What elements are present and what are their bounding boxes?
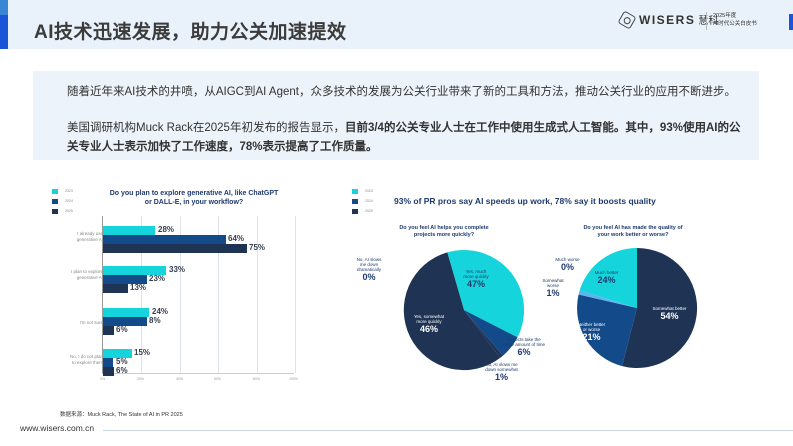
bar-value: 24% — [152, 307, 169, 316]
bar-chart-generative-ai: 2023 2024 2025 Do you plan to explore ge… — [44, 182, 306, 404]
logo-hex-icon — [617, 9, 637, 30]
legend-2025: 2025 — [65, 209, 73, 213]
category-label: I already use generative AI — [76, 231, 103, 242]
bar-2024 — [103, 358, 113, 367]
chart-title-line: Do you plan to explore generative AI, li… — [109, 190, 279, 197]
bar-2023 — [103, 226, 155, 235]
pie1-label-much-quicker: Yes, much more quickly 47% — [463, 269, 489, 289]
category-label: No, I do not plan to explore them — [69, 354, 103, 365]
pie2-label-much-better: Much better 24% — [594, 270, 619, 285]
bar-value: 33% — [169, 265, 186, 274]
bar-2023 — [103, 266, 166, 275]
pie2-label-somewhat-better: Somewhat better 54% — [652, 306, 687, 321]
bar-value: 64% — [228, 234, 245, 243]
header-accent-bar — [0, 15, 8, 49]
wisers-logo: WISERS 慧科 — [617, 9, 719, 30]
bar-value: 75% — [249, 243, 266, 252]
brand-name-cn: 慧科 — [698, 16, 719, 27]
intro-paragraph-1: 随着近年来AI技术的井喷，从AIGC到AI Agent，众多技术的发展为公关行业… — [67, 86, 736, 98]
bar-value: 8% — [149, 316, 161, 325]
header-accent-bar — [0, 0, 8, 15]
report-label: 2025年度 AI时代公关白皮书 — [713, 12, 757, 28]
header-accent-bar-right — [789, 14, 793, 30]
report-name: AI时代公关白皮书 — [713, 21, 757, 27]
page-header: AI技术迅速发展，助力公关加速提效 WISERS 慧科 2025年度 AI时代公… — [0, 0, 793, 49]
bar-2025 — [103, 244, 247, 253]
category-label: I'm not sure — [79, 320, 103, 325]
x-tick: 100% — [289, 377, 298, 381]
brand-name: WISERS — [639, 12, 696, 27]
bar-2024 — [103, 317, 147, 326]
bar-2025 — [103, 284, 128, 293]
pie1-title: Do you feel AI helps you complete project… — [399, 225, 489, 238]
x-tick: 60% — [214, 377, 222, 381]
bar-value: 6% — [116, 325, 128, 334]
bar-2024 — [103, 235, 226, 244]
plot-area: 28% 64% 75% 33% 23% 13% 24% 8% 6% 15% 5%… — [102, 216, 296, 376]
chart-legend: 2023 2024 2025 — [52, 186, 73, 216]
pie2 — [577, 247, 698, 368]
data-source: 数据来源：Muck Rack, The State of AI in PR 20… — [60, 412, 183, 418]
pie1-label-slows-dramatically: No, AI slows me down dramatically 0% — [356, 257, 382, 282]
legend-2025: 2025 — [365, 209, 373, 213]
bar-value: 5% — [116, 357, 128, 366]
bar-value: 13% — [130, 283, 147, 292]
intro-p2-bold: 目前3/4的公关专业人士在工作中使用生成式人工智能。其中，93%使用AI的公关专… — [67, 122, 741, 153]
bar-value: 28% — [158, 225, 175, 234]
bar-2024 — [103, 275, 147, 284]
bar-value: 6% — [116, 366, 128, 375]
pie1-label-somewhat-quicker: Yes, somewhat more quickly 46% — [413, 314, 445, 334]
chart-title: Do you plan to explore generative AI, li… — [104, 189, 284, 207]
x-tick: 20% — [137, 377, 145, 381]
pie1 — [403, 250, 525, 371]
pie2-title: Do you feel AI has made the quality of yo… — [583, 225, 683, 238]
x-tick: 0% — [100, 377, 106, 381]
legend-2023: 2023 — [365, 189, 373, 193]
legend-2024: 2024 — [65, 199, 73, 203]
legend-2024: 2024 — [365, 199, 373, 203]
pie-charts-ai-impact: 2023 2024 2025 93% of PR pros say AI spe… — [344, 182, 724, 404]
category-label: I plan to explore generative AI — [70, 269, 103, 280]
bar-2023 — [103, 349, 132, 358]
x-tick: 40% — [176, 377, 184, 381]
intro-p2-text: 美国调研机构Muck Rack在2025年初发布的报告显示， — [67, 122, 345, 134]
pie1-label-slows-somewhat: No, AI slows me down somewhat 1% — [485, 362, 518, 382]
pie1-label-same-time: Projects take the same amount of time 6% — [502, 337, 546, 357]
pie2-label-neither: Neither better or worse 21% — [577, 322, 606, 342]
intro-textbox: 随着近年来AI技术的井喷，从AIGC到AI Agent，众多技术的发展为公关行业… — [33, 71, 759, 160]
report-year: 2025年度 — [713, 13, 737, 19]
legend-2023: 2023 — [65, 189, 73, 193]
bar-value: 23% — [149, 274, 166, 283]
intro-paragraph-2: 美国调研机构Muck Rack在2025年初发布的报告显示，目前3/4的公关专业… — [67, 119, 747, 157]
chart-title-line: or DALL-E, in your workflow? — [144, 199, 244, 206]
chart-suptitle: 93% of PR pros say AI speeds up work, 78… — [394, 196, 656, 206]
bar-2025 — [103, 326, 114, 335]
pie2-label-somewhat-worse: Somewhat worse 1% — [542, 278, 564, 298]
footer-divider — [103, 430, 793, 431]
bar-value: 15% — [134, 348, 151, 357]
x-tick: 80% — [253, 377, 261, 381]
chart-legend: 2023 2024 2025 — [352, 186, 373, 216]
bar-2023 — [103, 308, 149, 317]
header-divider — [706, 12, 707, 30]
pie2-label-much-worse: Much worse 0% — [555, 257, 580, 272]
website-link[interactable]: www.wisers.com.cn — [20, 423, 95, 433]
bar-2025 — [103, 367, 114, 376]
page-title: AI技术迅速发展，助力公关加速提效 — [34, 22, 347, 43]
